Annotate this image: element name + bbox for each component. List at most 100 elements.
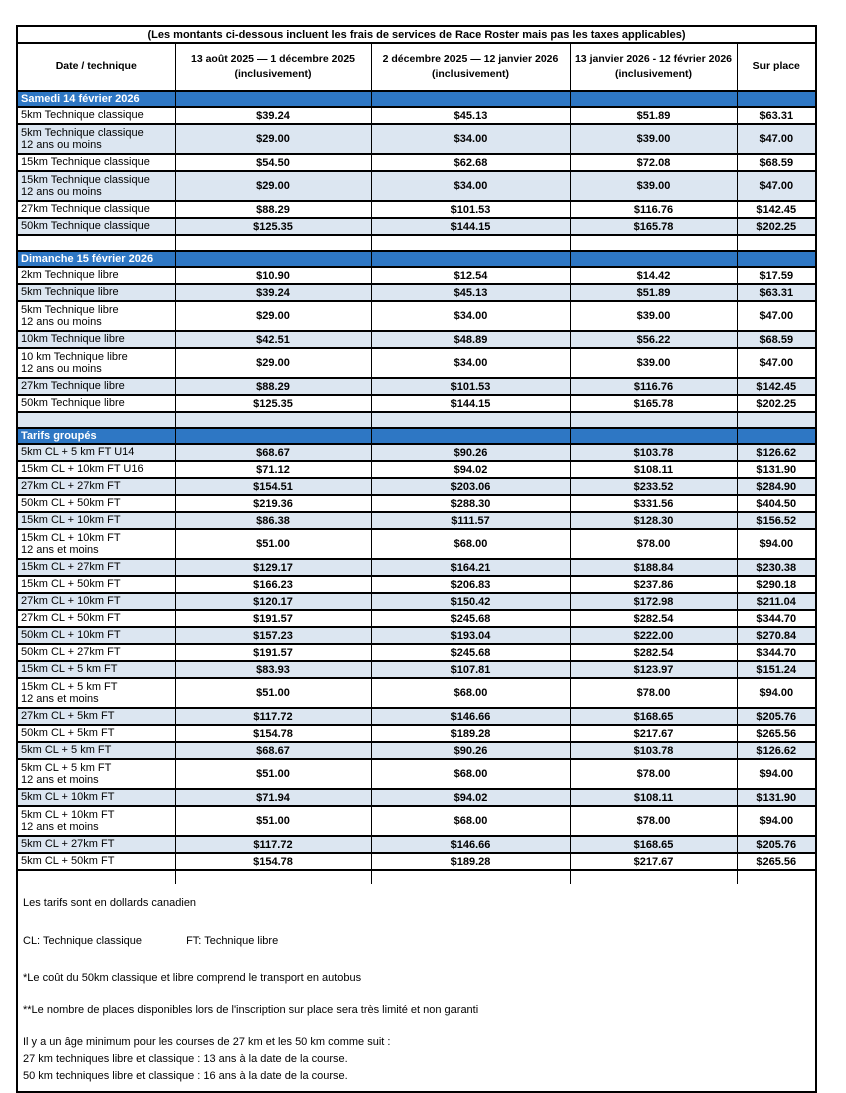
price-cell: $108.11: [569, 460, 738, 479]
price-cell: $34.00: [370, 170, 571, 202]
price-cell: $68.00: [370, 758, 571, 790]
price-cell: $51.89: [569, 106, 738, 125]
price-cell: $94.00: [736, 805, 816, 837]
table-row: 15km Technique classique $54.50 $62.68 $72.…: [18, 153, 816, 172]
row-label: 5km CL + 27km FT: [21, 838, 115, 851]
price-cell: $282.54: [569, 643, 738, 662]
price-cell: $42.51: [174, 330, 372, 349]
row-label: 15km CL + 5 km FT: [21, 663, 118, 676]
price-cell: $117.72: [174, 835, 372, 854]
price-cell: $156.52: [736, 511, 816, 530]
table-row: 15km CL + 10km FT 12 ans et moins $51.00 $6…: [18, 528, 816, 560]
price-cell: $125.35: [174, 217, 372, 236]
price-cell: $39.24: [174, 106, 372, 125]
row-label-cell: 15km CL + 10km FT U16: [18, 460, 176, 479]
empty-cell: [18, 234, 176, 252]
column-header-subnote: (inclusivement): [614, 68, 693, 80]
row-label-cell: 15km CL + 5 km FT 12 ans et moins: [18, 677, 176, 709]
row-label-cell: 5km CL + 10km FT 12 ans et moins: [18, 805, 176, 837]
price-cell: $164.21: [370, 558, 571, 577]
table-row: 27km CL + 10km FT $120.17 $150.42 $172.98 $2…: [18, 592, 816, 611]
row-sublabel: 12 ans et moins: [21, 693, 99, 705]
table-row: 27km CL + 5km FT $117.72 $146.66 $168.65 $20…: [18, 707, 816, 726]
row-label: 15km CL + 27km FT: [21, 561, 121, 574]
column-header-cell: 2 décembre 2025 — 12 janvier 2026 (inclus…: [370, 42, 571, 92]
price-cell: $71.94: [174, 788, 372, 807]
price-cell: $47.00: [736, 347, 816, 379]
price-cell: $202.25: [736, 217, 816, 236]
table-row: 5km CL + 27km FT $117.72 $146.66 $168.65 $20…: [18, 835, 816, 854]
table-row: 15km Technique classique 12 ans ou moins $…: [18, 170, 816, 202]
footer-notes: Les tarifs sont en dollards canadien CL:…: [18, 884, 815, 1091]
section-header-label-cell: Tarifs groupés: [18, 427, 176, 445]
row-label-cell: 15km CL + 10km FT 12 ans et moins: [18, 528, 176, 560]
price-cell: $205.76: [736, 707, 816, 726]
price-cell: $39.24: [174, 283, 372, 302]
price-cell: $34.00: [370, 347, 571, 379]
price-cell: $101.53: [370, 377, 571, 396]
empty-cell: [174, 411, 372, 429]
row-label: 50km Technique classique: [21, 220, 150, 233]
section-header-fill-cell: [174, 427, 372, 445]
price-cell: $129.17: [174, 558, 372, 577]
page: { "colors":{ "section_header_bg":"#2E77C…: [16, 25, 817, 1093]
price-cell: $165.78: [569, 217, 738, 236]
price-cell: $150.42: [370, 592, 571, 611]
price-cell: $78.00: [569, 805, 738, 837]
table-title-row: (Les montants ci-dessous incluent les fr…: [18, 27, 816, 44]
price-cell: $68.59: [736, 330, 816, 349]
row-label-cell: 5km Technique classique 12 ans ou moins: [18, 123, 176, 155]
table-row: 15km CL + 5 km FT 12 ans et moins $51.00 $6…: [18, 677, 816, 709]
price-cell: $116.76: [569, 377, 738, 396]
row-label-cell: 15km CL + 50km FT: [18, 575, 176, 594]
table-row: 5km CL + 5 km FT 12 ans et moins $51.00 $68…: [18, 758, 816, 790]
column-header-cell: 13 janvier 2026 - 12 février 2026 (inclus…: [569, 42, 738, 92]
grid-end-row: [18, 869, 816, 884]
section-header-label-cell: Samedi 14 février 2026: [18, 90, 176, 108]
row-label-cell: 50km CL + 50km FT: [18, 494, 176, 513]
table-row: 15km CL + 5 km FT $83.93 $107.81 $123.97 $15…: [18, 660, 816, 679]
price-cell: $206.83: [370, 575, 571, 594]
price-cell: $68.00: [370, 677, 571, 709]
column-header-label: Date / technique: [55, 60, 137, 73]
table-row: 10 km Technique libre 12 ans ou moins $29.…: [18, 347, 816, 379]
row-sublabel: 12 ans ou moins: [21, 363, 102, 375]
table-row: 27km CL + 27km FT $154.51 $203.06 $233.52 $2…: [18, 477, 816, 496]
price-cell: $12.54: [370, 266, 571, 285]
price-cell: $142.45: [736, 200, 816, 219]
price-cell: $168.65: [569, 707, 738, 726]
price-cell: $331.56: [569, 494, 738, 513]
price-cell: $51.89: [569, 283, 738, 302]
row-label: 2km Technique libre: [21, 269, 119, 282]
row-label-cell: 5km CL + 5 km FT 12 ans et moins: [18, 758, 176, 790]
row-label: 27km Technique libre: [21, 380, 125, 393]
section-header-label-cell: Dimanche 15 février 2026: [18, 250, 176, 268]
table-row: 2km Technique libre $10.90 $12.54 $14.42 $17…: [18, 266, 816, 285]
price-cell: $117.72: [174, 707, 372, 726]
price-cell: $144.15: [370, 394, 571, 413]
table-row: 50km CL + 5km FT $154.78 $189.28 $217.67 $26…: [18, 724, 816, 743]
section-header-fill-cell: [569, 250, 738, 268]
table-row: 5km CL + 5 km FT $68.67 $90.26 $103.78 $126.…: [18, 741, 816, 760]
row-label: 15km CL + 10km FT: [21, 531, 121, 544]
row-label: 5km Technique classique: [21, 126, 144, 139]
price-cell: $68.00: [370, 805, 571, 837]
section-header-fill-cell: [569, 427, 738, 445]
row-label: 50km CL + 5km FT: [21, 727, 115, 740]
empty-cell: [736, 411, 816, 429]
price-cell: $45.13: [370, 106, 571, 125]
price-cell: $142.45: [736, 377, 816, 396]
price-cell: $47.00: [736, 300, 816, 332]
price-cell: $47.00: [736, 170, 816, 202]
row-label-cell: 5km Technique libre 12 ans ou moins: [18, 300, 176, 332]
price-cell: $157.23: [174, 626, 372, 645]
price-cell: $151.24: [736, 660, 816, 679]
price-cell: $154.51: [174, 477, 372, 496]
row-label-cell: 50km Technique libre: [18, 394, 176, 413]
row-label: 5km Technique classique: [21, 109, 144, 122]
table-row: 5km CL + 10km FT $71.94 $94.02 $108.11 $131.…: [18, 788, 816, 807]
empty-cell: [174, 234, 372, 252]
row-label-cell: 5km CL + 5 km FT: [18, 741, 176, 760]
price-cell: $282.54: [569, 609, 738, 628]
row-label: 27km CL + 27km FT: [21, 480, 121, 493]
